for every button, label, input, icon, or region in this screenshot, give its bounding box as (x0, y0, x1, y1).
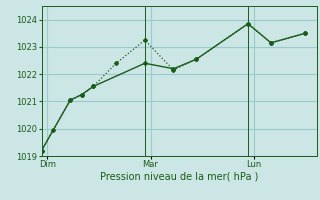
X-axis label: Pression niveau de la mer( hPa ): Pression niveau de la mer( hPa ) (100, 172, 258, 182)
